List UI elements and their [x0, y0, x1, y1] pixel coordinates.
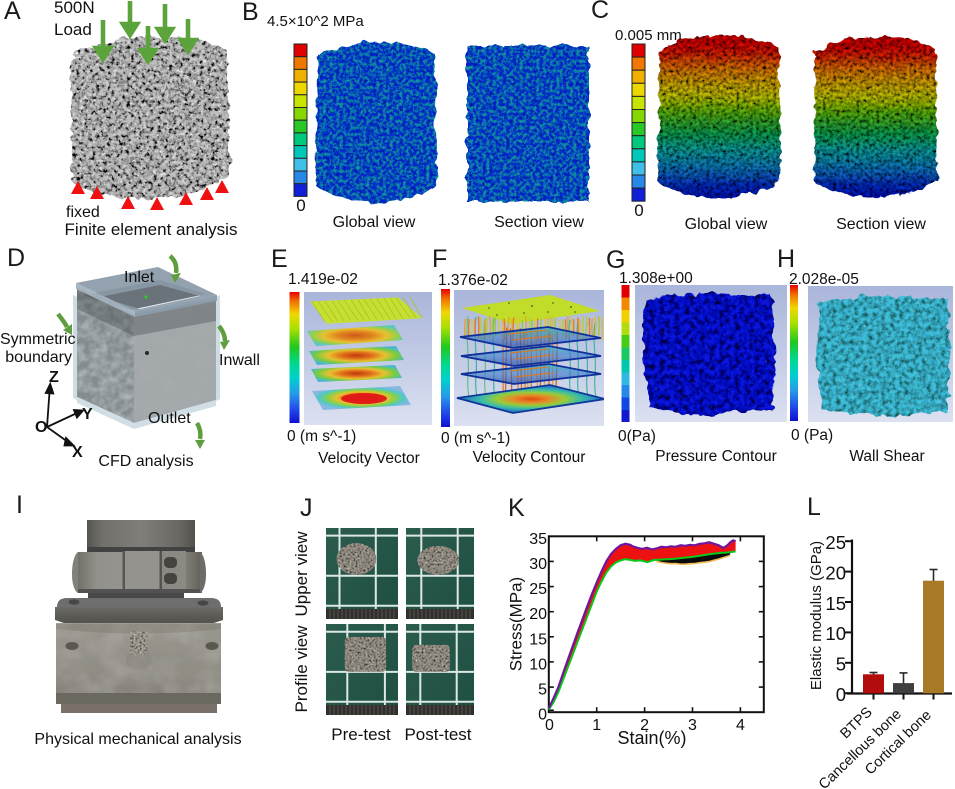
svg-text:X: X [72, 444, 83, 461]
svg-text:Stress(MPa): Stress(MPa) [507, 577, 526, 671]
svg-text:30: 30 [529, 556, 547, 573]
svg-text:Upper view: Upper view [292, 531, 311, 617]
svg-text:Profile view: Profile view [292, 625, 311, 713]
svg-text:0: 0 [538, 707, 547, 724]
svg-text:10: 10 [529, 657, 547, 674]
svg-text:5: 5 [836, 654, 846, 675]
svg-text:10: 10 [825, 623, 846, 644]
svg-text:20: 20 [825, 562, 846, 583]
svg-text:25: 25 [529, 581, 547, 598]
svg-text:Z: Z [49, 369, 59, 386]
svg-text:0: 0 [836, 684, 846, 705]
svg-text:35: 35 [529, 531, 547, 548]
svg-text:Stain(%): Stain(%) [617, 728, 686, 748]
svg-text:25: 25 [825, 532, 846, 553]
svg-text:3: 3 [688, 717, 697, 734]
svg-text:0: 0 [545, 717, 554, 734]
svg-text:Elastic modulus (GPa): Elastic modulus (GPa) [808, 541, 825, 690]
svg-text:5: 5 [538, 682, 547, 699]
svg-text:2: 2 [640, 717, 649, 734]
svg-text:20: 20 [529, 606, 547, 623]
svg-text:1: 1 [592, 717, 601, 734]
svg-text:15: 15 [529, 631, 547, 648]
svg-text:4: 4 [736, 717, 745, 734]
svg-text:O: O [35, 419, 47, 436]
svg-text:Y: Y [82, 406, 93, 423]
svg-text:15: 15 [825, 593, 846, 614]
